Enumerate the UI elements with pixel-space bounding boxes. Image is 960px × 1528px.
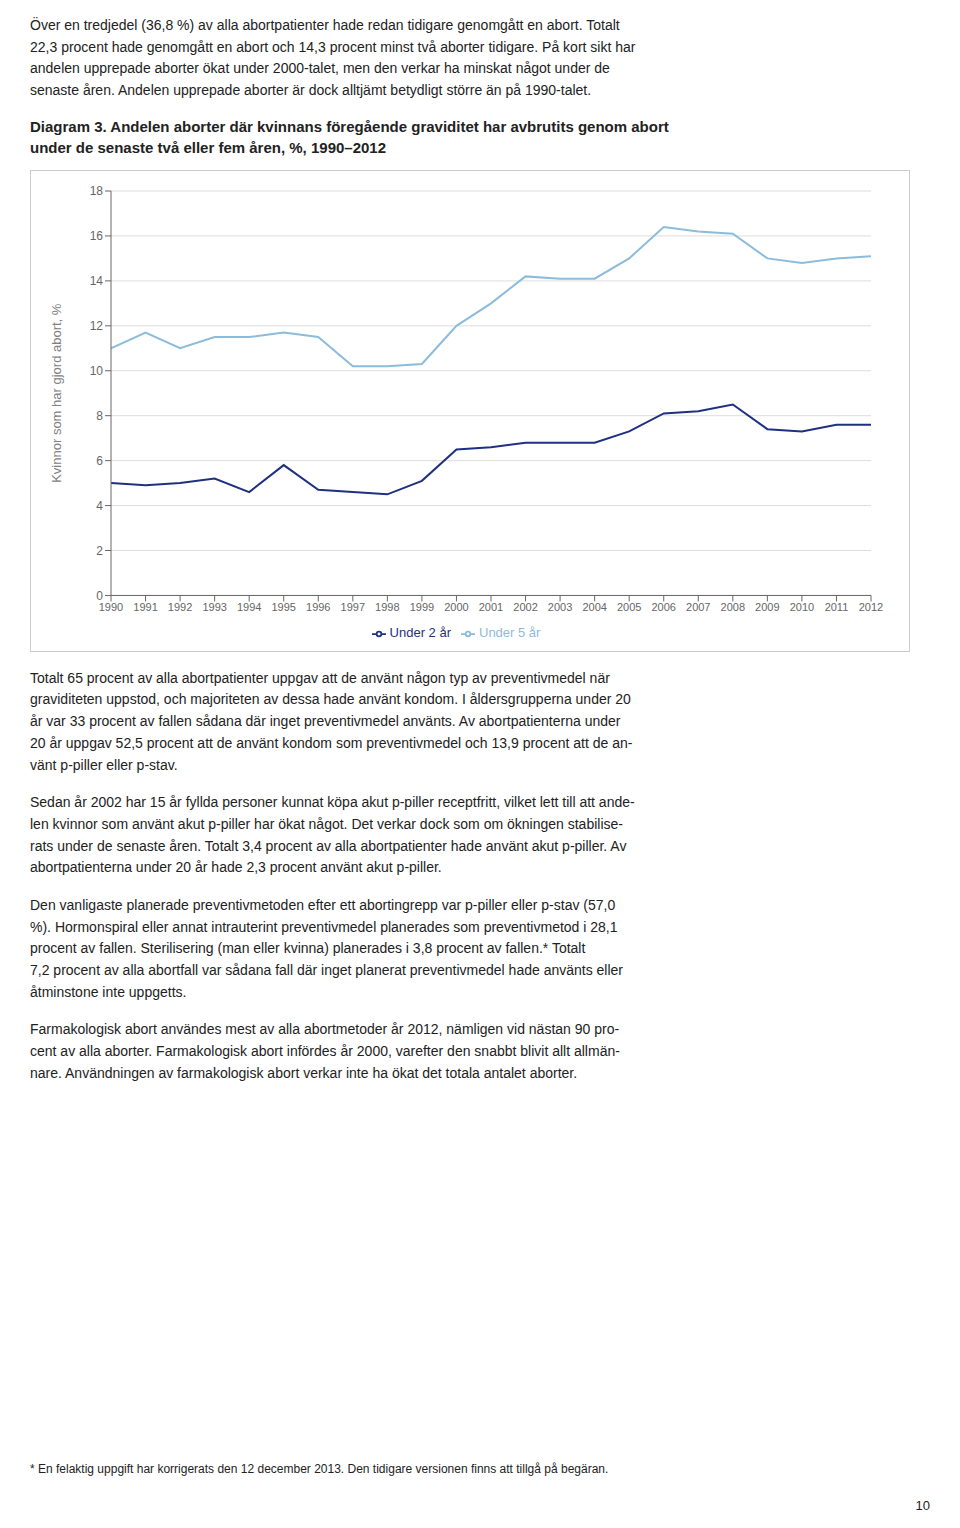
svg-text:1991: 1991 [133,601,157,613]
html-text:10: 10 [915,1498,930,1513]
svg-text:1994: 1994 [237,601,261,613]
svg-text:1997: 1997 [341,601,365,613]
svg-text:1996: 1996 [306,601,330,613]
svg-text:2007: 2007 [686,601,710,613]
html-text:Sedan år 2002 har 15 år fyllda: Sedan år 2002 har 15 år fyllda personer … [30,794,635,876]
html-text:Totalt 65 procent av alla abor: Totalt 65 procent av alla abortpatienter… [30,669,633,773]
svg-text:1992: 1992 [168,601,192,613]
html-text:Farmakologisk abort användes m: Farmakologisk abort användes mest av all… [30,1021,620,1081]
html-text:* En felaktig uppgift har korr: * En felaktig uppgift har korrigerats de… [30,1462,609,1476]
svg-text:16: 16 [90,229,104,243]
html-text:Under 5 år: Under 5 år [479,625,541,641]
svg-text:2004: 2004 [582,601,606,613]
svg-text:2002: 2002 [513,601,537,613]
svg-text:2006: 2006 [651,601,675,613]
svg-text:2003: 2003 [548,601,572,613]
svg-text:1995: 1995 [271,601,295,613]
svg-text:1990: 1990 [99,601,123,613]
svg-text:2010: 2010 [790,601,814,613]
svg-text:Kvinnor som har gjord abort, %: Kvinnor som har gjord abort, % [49,303,64,483]
svg-text:8: 8 [96,409,103,423]
svg-text:2: 2 [96,544,103,558]
svg-text:4: 4 [96,499,103,513]
html-text:Över en tredjedel (36,8 %) av: Över en tredjedel (36,8 %) av alla abort… [30,17,636,99]
html-text:Den vanligaste planerade preve: Den vanligaste planerade preventivmetode… [30,896,623,1000]
svg-text:18: 18 [90,184,104,198]
svg-text:2005: 2005 [617,601,641,613]
svg-text:2001: 2001 [479,601,503,613]
svg-text:12: 12 [90,319,104,333]
svg-text:2012: 2012 [859,601,883,613]
html-text:Under 2 år: Under 2 år [389,625,451,641]
svg-text:2008: 2008 [721,601,745,613]
svg-text:14: 14 [90,274,104,288]
svg-text:0: 0 [96,588,103,602]
svg-text:2011: 2011 [825,601,849,613]
html-text:Diagram 3. Andelen aborter där: Diagram 3. Andelen aborter där kvinnans … [30,117,669,156]
svg-text:2000: 2000 [444,601,468,613]
svg-text:1998: 1998 [375,601,399,613]
svg-text:1999: 1999 [410,601,434,613]
svg-text:6: 6 [96,454,103,468]
svg-text:1993: 1993 [202,601,226,613]
svg-text:10: 10 [90,364,104,378]
svg-text:2009: 2009 [755,601,779,613]
